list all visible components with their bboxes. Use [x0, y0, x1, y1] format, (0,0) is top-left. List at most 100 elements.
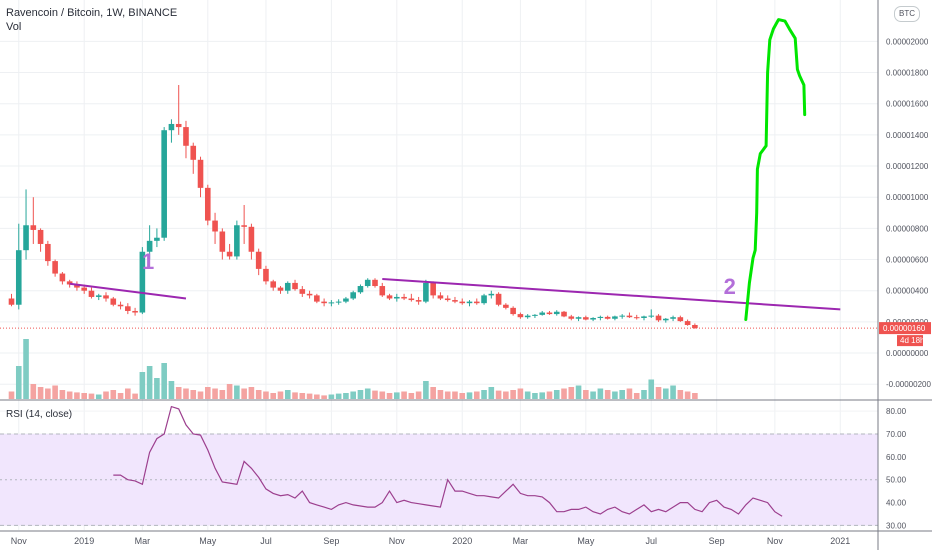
- volume-bar: [212, 388, 218, 399]
- candle-body: [190, 145, 197, 160]
- volume-bar: [663, 388, 669, 399]
- volume-bar: [495, 390, 502, 399]
- price-tick-label: 0.00001600: [886, 100, 929, 109]
- candle-body: [626, 315, 633, 318]
- candle-body: [394, 296, 400, 299]
- candle-body: [15, 250, 22, 305]
- countdown-badge: [897, 335, 923, 347]
- candle-body: [226, 251, 233, 257]
- candle-body: [633, 317, 640, 319]
- volume-bar: [15, 366, 22, 399]
- candle-body: [212, 220, 218, 232]
- volume-bar: [132, 393, 138, 399]
- candle-body: [306, 293, 313, 296]
- volume-bar: [328, 394, 335, 399]
- candle-body: [357, 286, 364, 293]
- volume-bar: [110, 390, 117, 399]
- volume-bar: [81, 393, 87, 399]
- volume-bar: [670, 385, 676, 399]
- candle-body: [517, 314, 524, 318]
- candle-body: [553, 311, 560, 315]
- volume-bar: [408, 393, 415, 399]
- volume-bar: [466, 392, 473, 399]
- volume-bar: [350, 391, 356, 399]
- currency-badge[interactable]: BTC: [894, 6, 920, 22]
- candle-body: [8, 298, 15, 305]
- volume-bar: [321, 395, 327, 399]
- candle-body: [437, 295, 444, 299]
- volume-bar: [117, 393, 124, 399]
- time-tick-label: 2019: [74, 536, 94, 546]
- candle-body: [74, 284, 80, 288]
- price-tick-label: 0.00000400: [886, 287, 929, 296]
- volume-bar: [146, 366, 153, 399]
- candle-body: [561, 311, 567, 317]
- volume-bar: [415, 391, 422, 399]
- volume-bar: [423, 381, 429, 399]
- trendline-2: [382, 278, 841, 311]
- candle-body: [95, 295, 102, 297]
- volume-bar: [583, 390, 589, 399]
- candle-body: [52, 261, 58, 274]
- time-tick-label: 2021: [830, 536, 850, 546]
- volume-bar: [481, 390, 487, 399]
- volume-bar: [306, 393, 313, 399]
- rsi-tick-label: 70.00: [886, 430, 907, 439]
- candle-body: [532, 314, 538, 316]
- volume-bar: [524, 391, 531, 399]
- candle-body: [481, 295, 487, 304]
- volume-bar: [37, 387, 44, 399]
- volume-bar: [619, 390, 625, 399]
- time-tick-label: Nov: [11, 536, 28, 546]
- volume-bar: [197, 391, 204, 399]
- candle-body: [503, 304, 509, 308]
- candle-body: [423, 282, 429, 302]
- candle-body: [248, 226, 255, 252]
- annotations: 12: [142, 249, 736, 299]
- time-tick-label: Sep: [323, 536, 339, 546]
- candle-body: [88, 290, 95, 297]
- candle-body: [30, 225, 37, 230]
- volume-bar: [401, 391, 407, 399]
- last-price-badge: [879, 322, 931, 335]
- candle-body: [604, 316, 611, 319]
- rsi-tick-label: 80.00: [886, 407, 907, 416]
- time-tick-label: May: [199, 536, 217, 546]
- volume-bar: [510, 390, 516, 399]
- volume-bars: [8, 339, 698, 399]
- candle-body: [284, 282, 291, 291]
- candle-body: [234, 225, 240, 257]
- time-tick-label: Sep: [709, 536, 725, 546]
- candle-body: [408, 298, 415, 301]
- time-tick-label: Nov: [389, 536, 406, 546]
- volume-bar: [74, 392, 80, 399]
- volume-bar: [444, 391, 451, 399]
- volume-bar: [430, 387, 436, 399]
- rsi-tick-label: 60.00: [886, 453, 907, 462]
- volume-bar: [343, 393, 349, 399]
- volume-bar: [284, 390, 291, 399]
- candle-body: [670, 317, 676, 319]
- volume-bar: [372, 390, 378, 399]
- candle-body: [466, 301, 473, 304]
- volume-bar: [175, 387, 182, 399]
- time-tick-label: May: [577, 536, 595, 546]
- candle-body: [692, 324, 698, 329]
- volume-bar: [168, 381, 175, 399]
- candle-body: [401, 296, 407, 299]
- candle-body: [430, 282, 436, 296]
- candle-body: [343, 298, 349, 302]
- volume-bar: [648, 379, 655, 399]
- price-tick-label: 0.00000800: [886, 224, 929, 233]
- candle-body: [568, 316, 575, 319]
- candle-body: [452, 300, 458, 302]
- candle-body: [321, 301, 327, 304]
- volume-bar: [386, 393, 393, 399]
- candle-body: [146, 240, 153, 252]
- candle-body: [175, 123, 182, 128]
- projection-path: [744, 18, 807, 321]
- rsi-band: [0, 433, 878, 526]
- volume-bar: [590, 391, 596, 399]
